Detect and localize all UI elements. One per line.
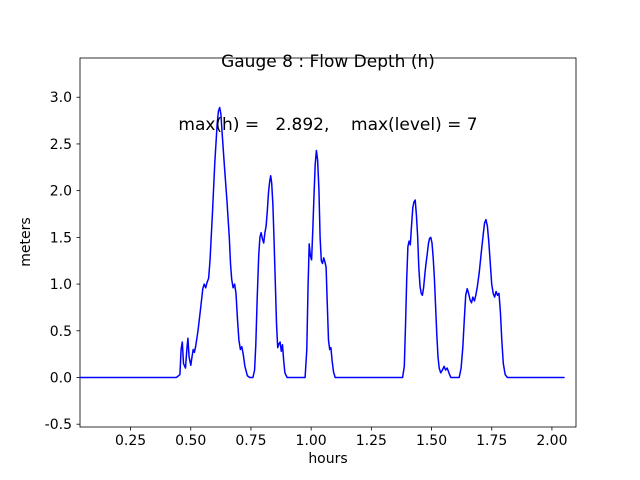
x-tick-label: 1.50 (416, 433, 447, 449)
flow-depth-line (79, 106, 565, 379)
x-tick-label: 2.00 (536, 433, 567, 449)
x-axis-ticks: 0.25 0.50 0.75 1.00 1.25 1.50 1.75 2.00 (115, 427, 568, 449)
axes-frame (79, 57, 577, 428)
x-axis-label: hours (308, 451, 347, 467)
y-tick-label: 1.0 (50, 277, 72, 293)
chart-title-line1: Gauge 8 : Flow Depth (h) (221, 52, 435, 72)
x-tick-label: 0.75 (235, 433, 266, 449)
y-tick-label: 2.0 (50, 184, 72, 200)
y-axis-label: meters (18, 217, 34, 266)
y-tick-label: -0.5 (45, 417, 72, 433)
data-series (79, 106, 565, 379)
x-tick-label: 1.75 (476, 433, 507, 449)
y-tick-label: 0.5 (50, 324, 72, 340)
x-tick-label: 0.50 (175, 433, 206, 449)
y-tick-label: 1.5 (50, 230, 72, 246)
x-tick-label: 1.25 (356, 433, 387, 449)
y-axis-ticks: -0.5 0.0 0.5 1.0 1.5 2.0 2.5 3.0 (45, 90, 80, 433)
x-tick-label: 0.25 (115, 433, 146, 449)
chart-title: Gauge 8 : Flow Depth (h) max(h) = 2.892,… (80, 10, 576, 178)
y-tick-label: 2.5 (50, 137, 72, 153)
x-tick-label: 1.00 (296, 433, 327, 449)
y-tick-label: 3.0 (50, 90, 72, 106)
y-tick-label: 0.0 (50, 370, 72, 386)
chart-title-line2: max(h) = 2.892, max(level) = 7 (178, 115, 478, 135)
